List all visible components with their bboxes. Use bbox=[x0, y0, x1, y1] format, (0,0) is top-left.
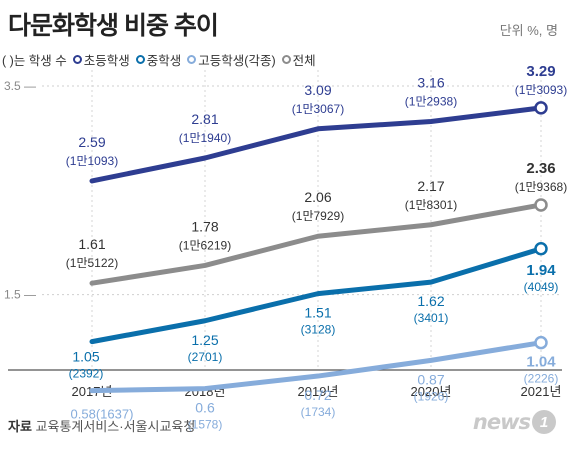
data-count-label: (1만8301) bbox=[405, 198, 457, 212]
end-point-marker bbox=[534, 335, 548, 350]
data-count-label: (1926) bbox=[414, 389, 449, 403]
y-tick-label: 1.5 — bbox=[4, 288, 36, 302]
legend-marker-icon bbox=[135, 55, 145, 64]
data-count-label: (2226) bbox=[524, 372, 559, 386]
data-count-label: (3401) bbox=[414, 311, 449, 325]
source-text: 교육통계서비스·서울시교육청 bbox=[35, 419, 196, 434]
news1-logo: news 1 bbox=[473, 410, 556, 434]
data-value-label: 1.04 bbox=[526, 354, 556, 371]
series-line bbox=[89, 340, 544, 394]
legend-item-total: 전체 bbox=[281, 50, 316, 69]
legend-label: 초등학생 bbox=[83, 54, 130, 68]
legend: ( )는 학생 수 초등학생 중학생 고등학생(각종) 전체 bbox=[2, 50, 316, 69]
legend-label: 고등학생(각종) bbox=[198, 54, 276, 68]
data-count-label: (1만5122) bbox=[66, 256, 118, 270]
legend-label: 중학생 bbox=[146, 54, 182, 68]
y-tick-label: 3.5 — bbox=[4, 79, 36, 93]
legend-marker-icon bbox=[281, 55, 291, 64]
data-count-label: (1만9368) bbox=[515, 180, 567, 194]
source-note: 자료 교육통계서비스·서울시교육청 bbox=[8, 416, 195, 435]
legend-item-high: 고등학생(각종) bbox=[187, 50, 276, 69]
legend-item-elementary: 초등학생 bbox=[72, 50, 130, 69]
data-count-label: (1만6219) bbox=[179, 238, 231, 252]
data-count-label: (2392) bbox=[69, 367, 104, 381]
data-count-label: (1578) bbox=[188, 418, 223, 432]
logo-badge-icon: 1 bbox=[532, 410, 556, 434]
series-line bbox=[89, 246, 544, 345]
data-count-label: (3128) bbox=[301, 323, 336, 337]
unit-label: 단위 %, 명 bbox=[499, 23, 558, 38]
legend-marker-icon bbox=[187, 55, 197, 64]
data-count-label: (1만3067) bbox=[292, 102, 344, 116]
data-value-label: 2.17 bbox=[417, 178, 444, 194]
end-point-marker bbox=[534, 242, 548, 256]
data-value-label: 1.78 bbox=[191, 218, 218, 234]
series-line bbox=[89, 105, 544, 184]
data-value-label: 3.29 bbox=[526, 63, 555, 80]
data-count-label: (1만2938) bbox=[405, 94, 457, 108]
data-value-label: 0.87 bbox=[417, 371, 444, 387]
data-value-label: 1.51 bbox=[304, 305, 331, 321]
page-title: 다문화학생 비중 추이 bbox=[8, 12, 219, 40]
data-count-label: (1734) bbox=[301, 405, 336, 419]
data-count-label: (1만3093) bbox=[515, 83, 567, 97]
legend-item-middle: 중학생 bbox=[135, 50, 182, 69]
data-value-label: 1.61 bbox=[78, 236, 105, 252]
legend-label: 전체 bbox=[292, 54, 316, 68]
x-tick-label: 2021년 bbox=[521, 384, 562, 399]
data-value-label: 0.6 bbox=[195, 400, 215, 416]
data-count-label: (2701) bbox=[188, 350, 223, 364]
data-value-label: 1.94 bbox=[526, 262, 556, 279]
legend-marker-icon bbox=[72, 55, 82, 64]
data-value-label: 2.81 bbox=[191, 111, 218, 127]
source-label: 자료 bbox=[8, 419, 32, 434]
series-line bbox=[89, 202, 544, 286]
data-value-label: 1.05 bbox=[72, 349, 99, 365]
data-value-label: 1.62 bbox=[417, 293, 444, 309]
data-value-label: 3.16 bbox=[417, 74, 444, 90]
data-count-label: (1만1093) bbox=[66, 154, 118, 168]
data-label: 0.58(1637) bbox=[71, 407, 134, 422]
data-value-label: 2.36 bbox=[526, 160, 555, 177]
end-point-marker bbox=[534, 101, 548, 115]
data-value-label: 2.59 bbox=[78, 134, 105, 150]
legend-note: ( )는 학생 수 bbox=[2, 54, 67, 68]
end-point-marker bbox=[534, 198, 548, 212]
data-count-label: (1만7929) bbox=[292, 209, 344, 223]
data-value-label: 3.09 bbox=[304, 82, 331, 98]
data-count-label: (1만1940) bbox=[179, 131, 231, 145]
data-value-label: 2.06 bbox=[304, 189, 331, 205]
data-value-label: 1.25 bbox=[191, 332, 218, 348]
x-tick-label: 2020년 bbox=[411, 384, 452, 399]
x-tick-label: 2019년 bbox=[298, 384, 339, 399]
logo-word: news bbox=[472, 410, 531, 434]
data-value-label: 0.72 bbox=[304, 387, 331, 403]
data-count-label: (4049) bbox=[524, 280, 559, 294]
